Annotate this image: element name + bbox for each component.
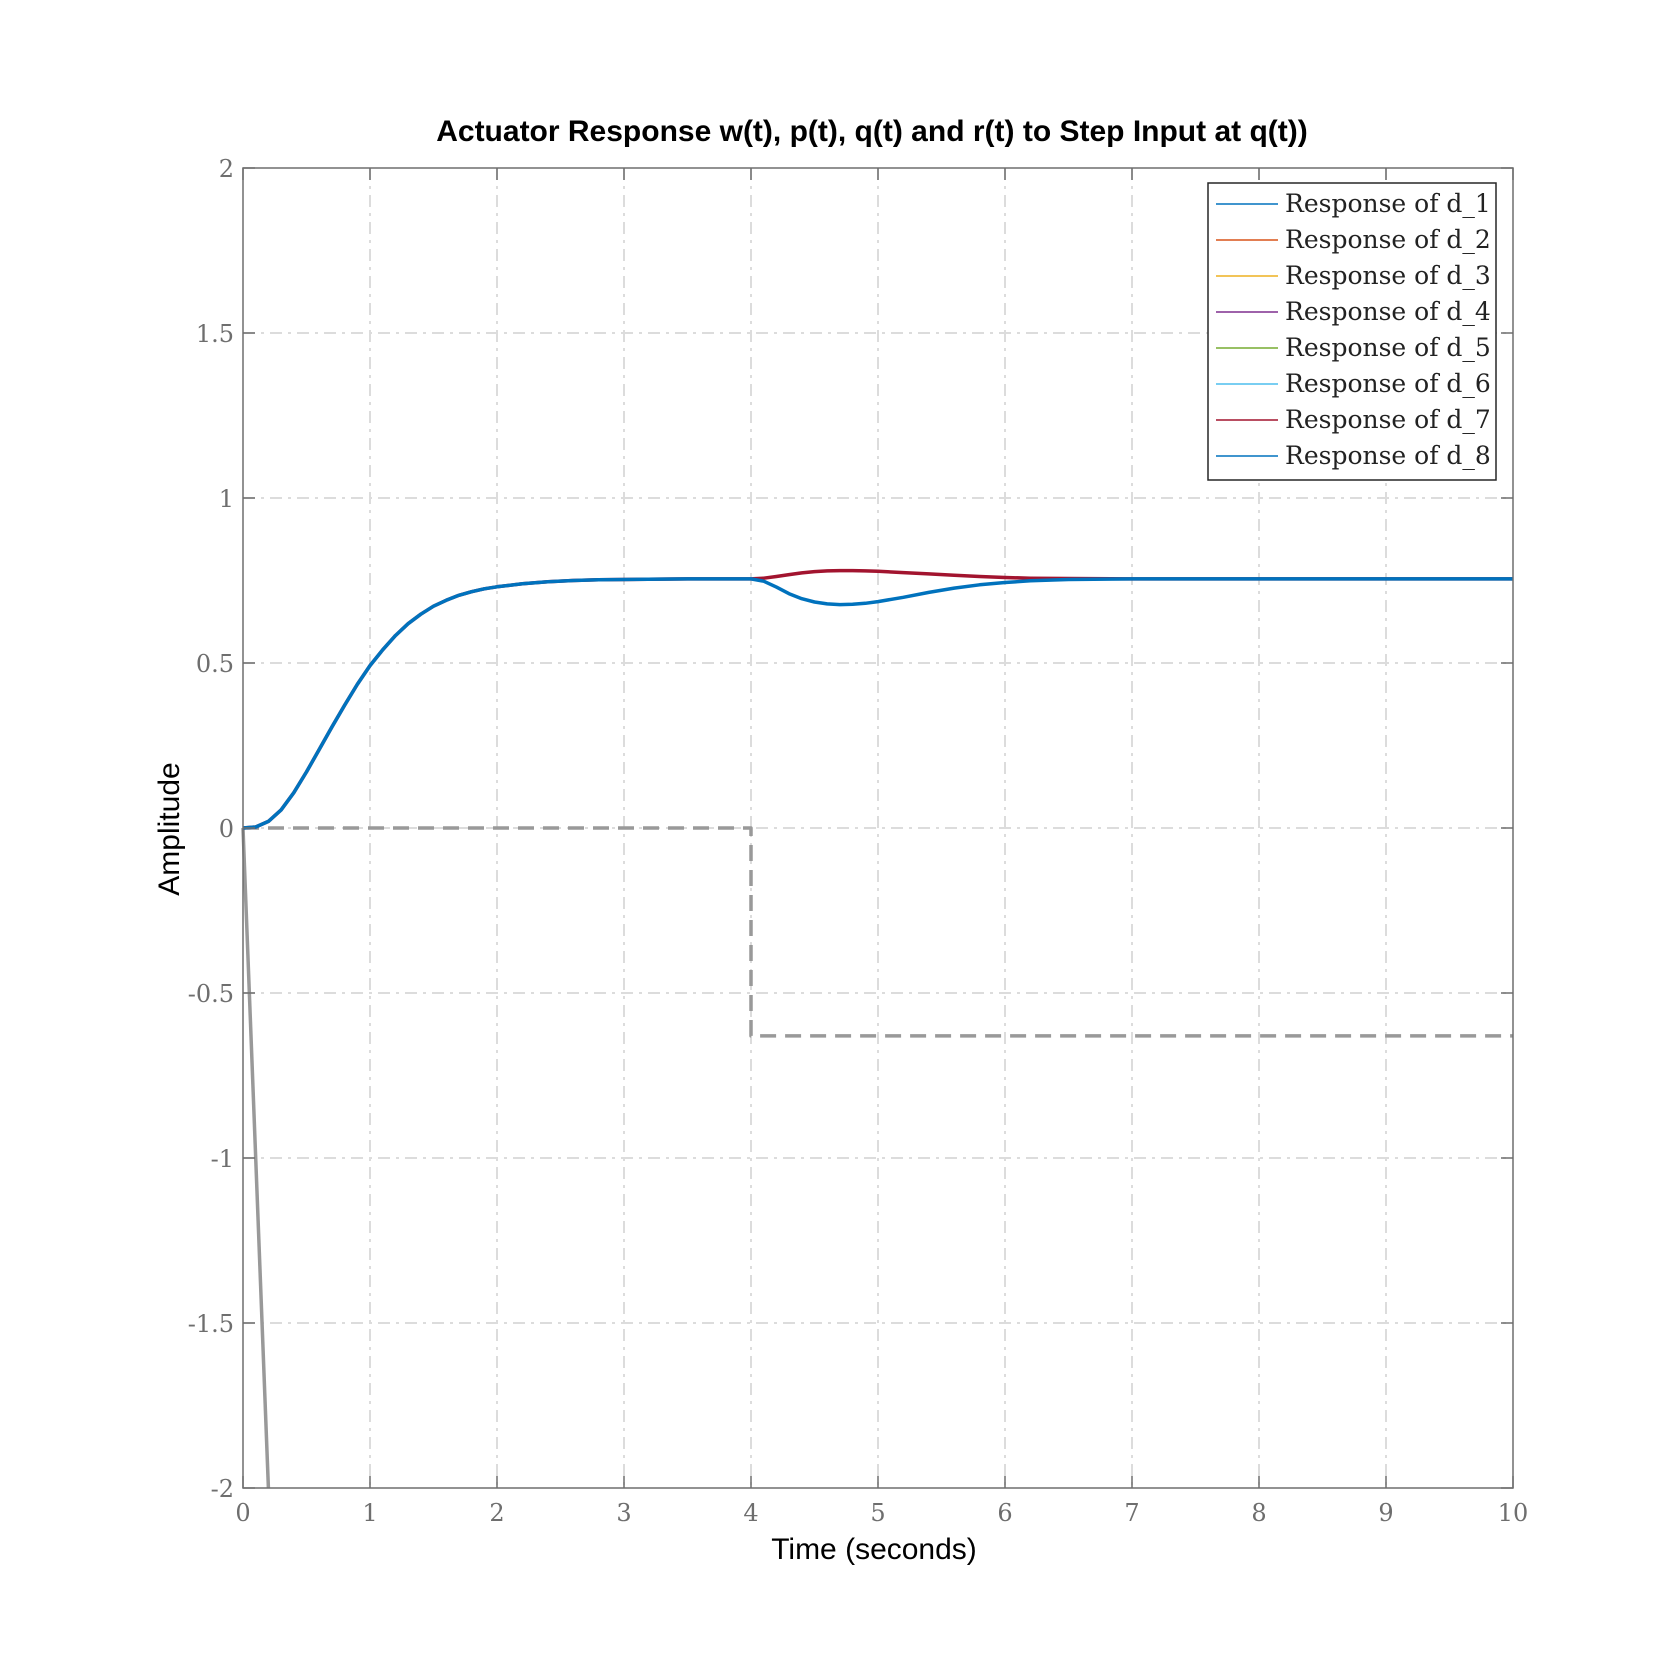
series-line-4 [242,577,1513,830]
y-tick-label: 0 [219,815,234,843]
x-tick-label: 7 [1124,1499,1139,1527]
y-tick-label: 0.5 [196,650,234,678]
x-tick-label: 6 [997,1499,1012,1527]
y-tick-label: -2 [211,1475,234,1503]
y-tick-label: -1 [211,1145,234,1173]
legend-box [1207,182,1497,481]
legend-label: Response of d_2 [1285,225,1491,254]
y-tick-labels: 2 1.5 1 0.5 0 -0.5 -1 -1.5 -2 [188,155,234,1503]
x-tick-label: 2 [489,1499,504,1527]
x-tick-label: 5 [870,1499,885,1527]
x-tick-label: 10 [1498,1499,1529,1527]
legend-label: Response of d_5 [1285,333,1491,362]
legend: Response of d_1 Response of d_2 Response o… [1207,182,1497,481]
legend-label: Response of d_1 [1285,189,1491,218]
tick-marks [242,167,1514,1489]
x-tick-label: 8 [1251,1499,1266,1527]
y-tick-label: 2 [219,155,234,183]
legend-label: Response of d_3 [1285,261,1491,290]
series-group [241,568,1513,1489]
chart-title: Actuator Response w(t), p(t), q(t) and r… [436,115,1308,148]
legend-label: Response of d_6 [1285,369,1491,398]
x-tick-label: 0 [235,1499,250,1527]
x-tick-label: 9 [1378,1499,1393,1527]
x-tick-label: 3 [616,1499,631,1527]
x-axis-label: Time (seconds) [771,1533,977,1566]
x-tick-label: 1 [362,1499,377,1527]
series-line-2 [243,826,1513,1038]
y-axis-label: Amplitude [153,762,186,895]
x-tick-label: 4 [743,1499,758,1527]
y-tick-label: -0.5 [188,980,234,1008]
legend-label: Response of d_8 [1285,441,1491,470]
legend-label: Response of d_7 [1285,405,1491,434]
legend-label: Response of d_4 [1285,297,1491,326]
series-line-1 [241,827,271,1489]
grid [243,168,1513,1488]
x-tick-labels: 0 1 2 3 4 5 6 7 8 9 10 [235,1499,1528,1527]
y-tick-label: 1 [219,485,234,513]
y-tick-label: 1.5 [196,320,234,348]
y-tick-label: -1.5 [188,1310,234,1338]
legend-entries: Response of d_1 Response of d_2 Response o… [1216,189,1491,470]
